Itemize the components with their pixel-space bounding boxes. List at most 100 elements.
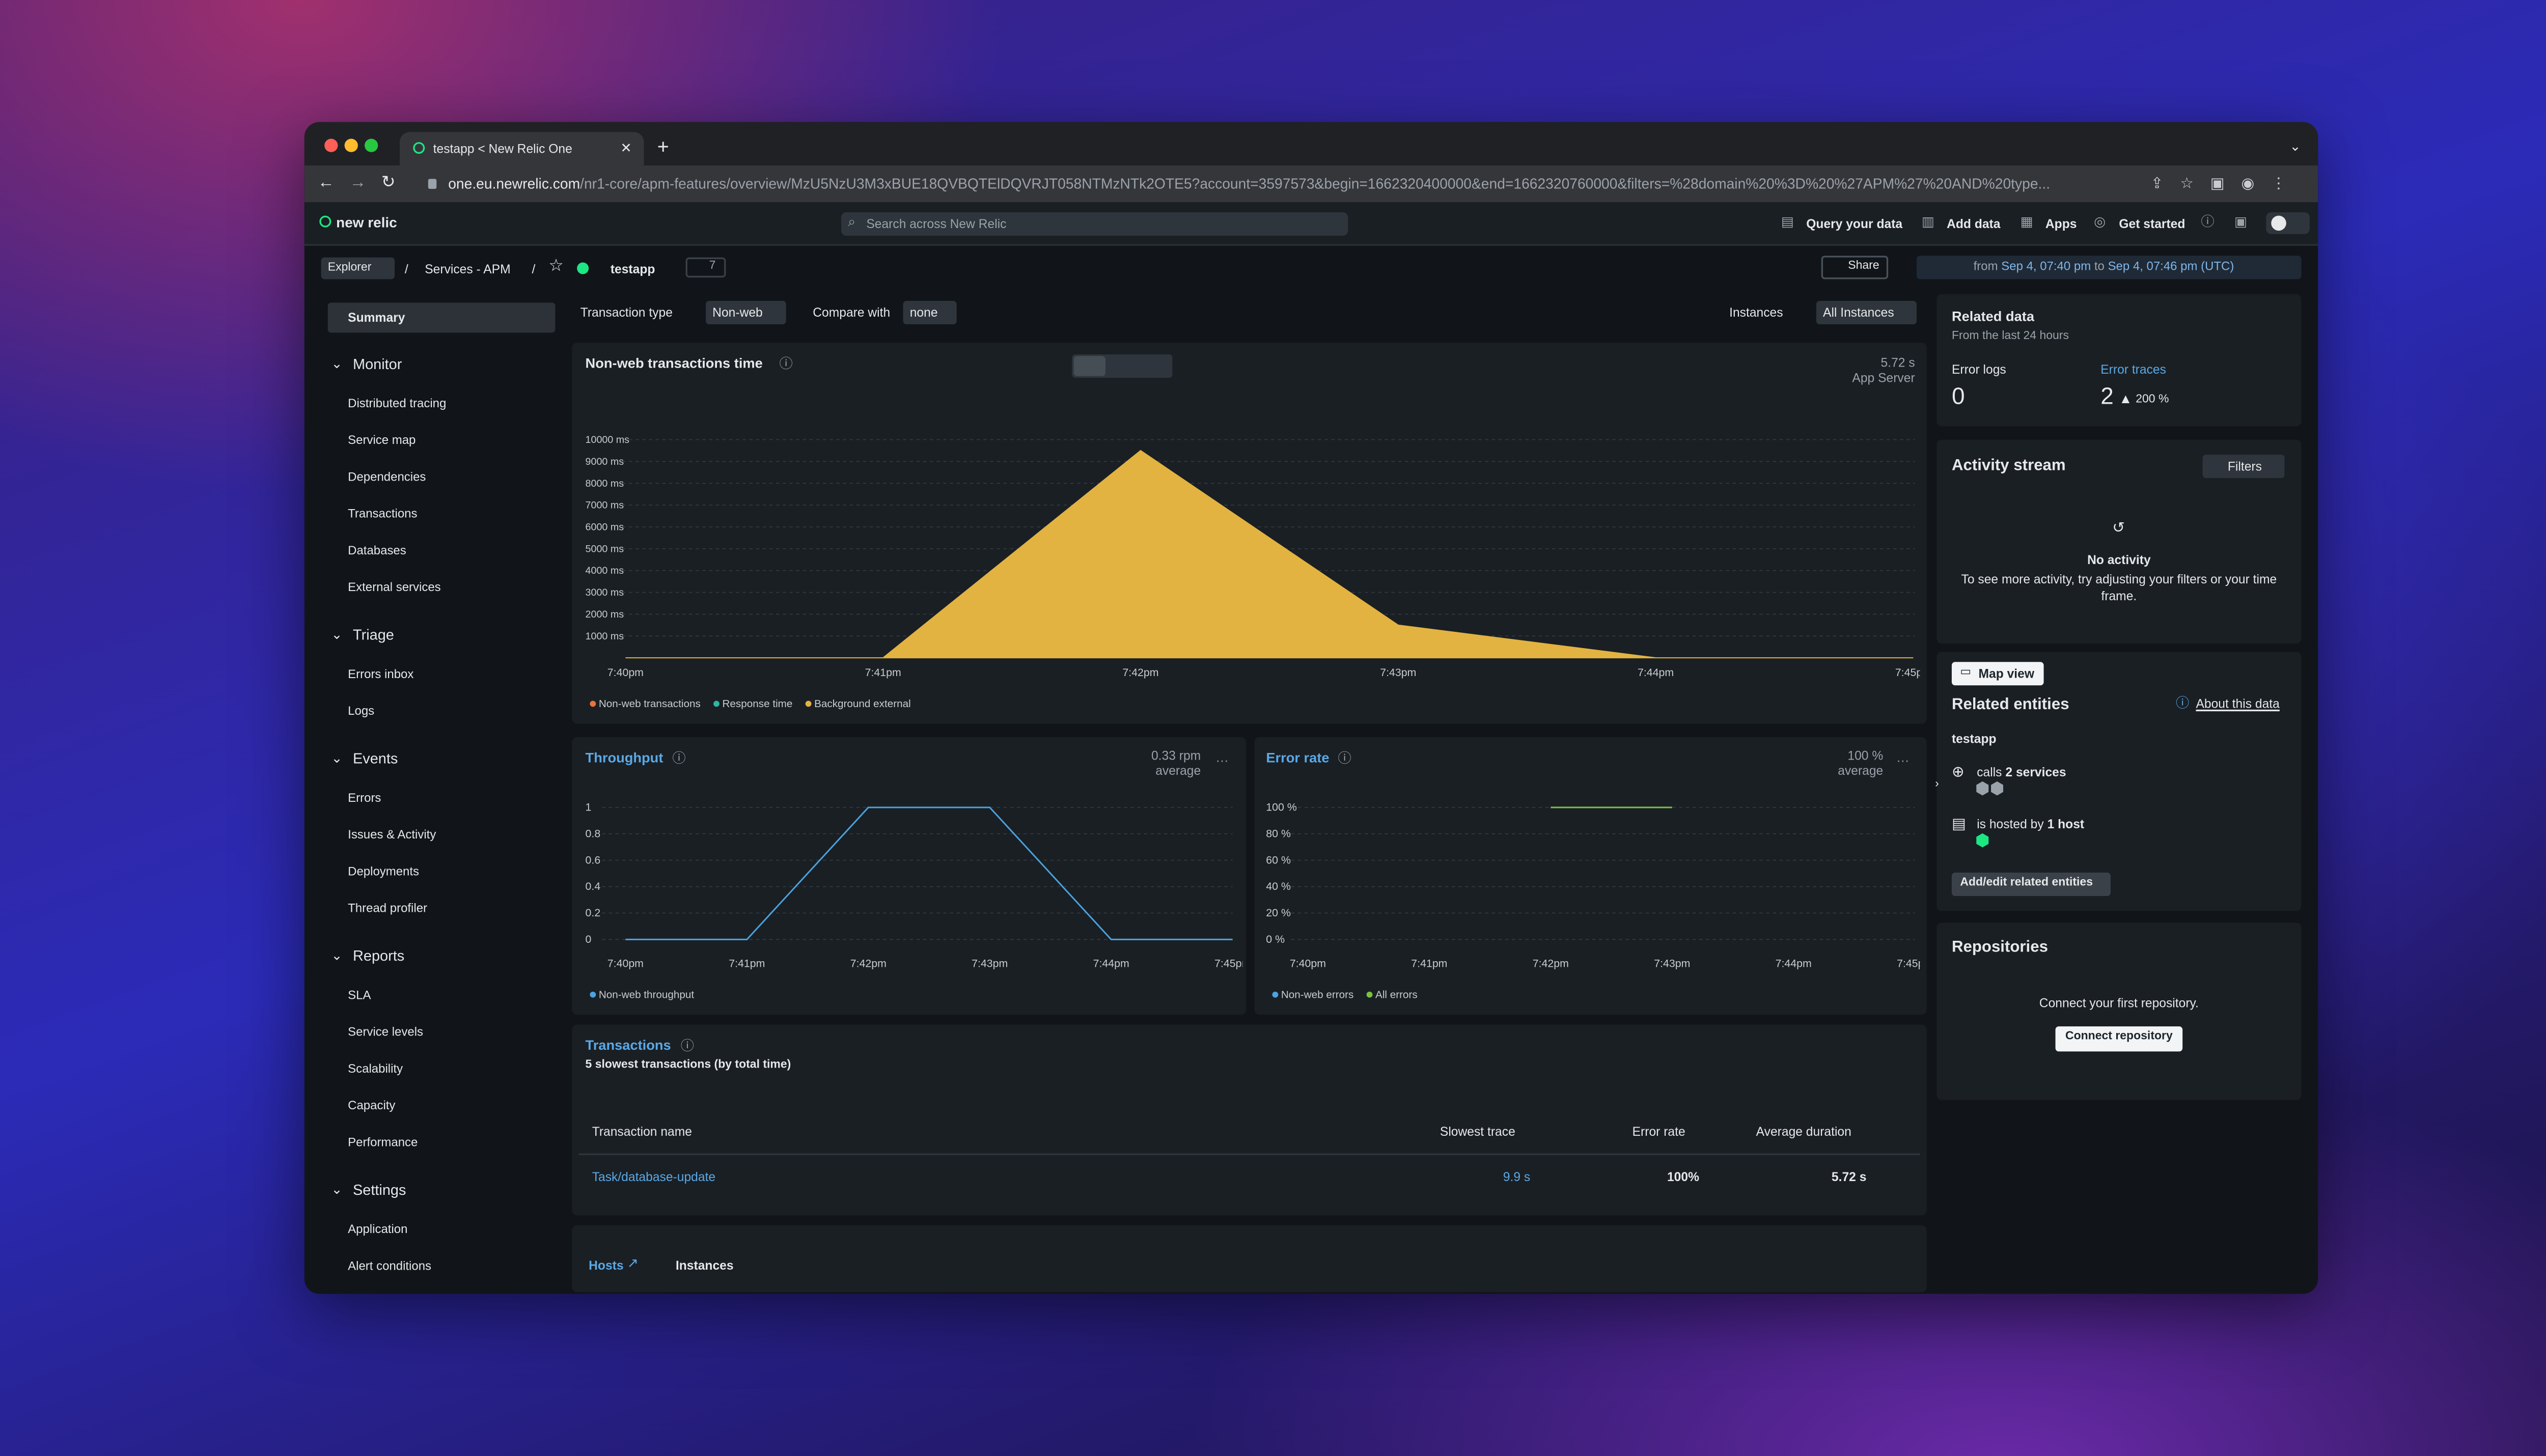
nav-item[interactable]: External services [348,579,441,595]
y-tick-label: 80 % [1266,827,1291,839]
instances-tab[interactable]: Instances [675,1257,734,1273]
info-icon[interactable]: ⓘ [680,1038,695,1054]
map-view-button[interactable] [1951,662,2044,686]
connect-button[interactable] [2055,1026,2183,1052]
nav-item[interactable]: Alert conditions [348,1258,432,1273]
more-menu[interactable]: ··· [1896,753,1910,768]
section-chevron[interactable]: ⌄ [331,948,343,964]
nav-item[interactable]: Errors [348,790,381,805]
search-box[interactable] [841,212,1348,236]
tab[interactable] [399,132,644,166]
add-data[interactable]: Add data [1947,216,2001,232]
transactions-title[interactable]: Transactions [585,1036,671,1053]
error-logs-count[interactable]: 0 [1951,382,1965,409]
nav-item[interactable]: Databases [348,542,406,558]
instances-select[interactable] [1816,301,1917,325]
chart-title[interactable]: Throughput [585,749,663,766]
chart-panel [1254,737,1927,1015]
calls[interactable]: calls 2 services [1977,765,2066,780]
transaction-name[interactable]: Task/database-update [592,1169,716,1185]
column-header[interactable]: Transaction name [592,1124,692,1139]
section-chevron[interactable]: ⌄ [331,750,343,766]
nav-item[interactable]: Issues & Activity [348,827,436,842]
minimize-window[interactable] [344,138,358,152]
legend-swatch [805,701,812,707]
nav-item[interactable]: Deployments [348,863,420,879]
reload[interactable]: ↻ [381,174,396,192]
maximize-window[interactable] [365,138,378,152]
favorite[interactable]: ☆ [548,257,564,276]
time-picker[interactable] [1916,256,2302,279]
more-menu[interactable]: ··· [1215,753,1229,768]
section-title[interactable]: Reports [353,947,405,964]
entity-name[interactable]: testapp [610,261,655,277]
nav-item[interactable]: Transactions [348,506,418,521]
section-title[interactable]: Triage [353,626,394,643]
url-path: /nr1-core/apm-features/overview/MzU5NzU3… [580,175,2051,192]
query-data[interactable]: Query your data [1806,216,1903,232]
tags-button[interactable] [685,257,726,278]
back[interactable]: ← [318,174,335,192]
nav-item[interactable]: Scalability [348,1060,403,1076]
logo[interactable]: new relic [336,213,397,231]
get-started[interactable]: Get started [2119,216,2185,232]
legend-label: Background external [814,698,911,710]
avatar-dot [2271,215,2286,231]
activity-title: Activity stream [1951,457,2066,475]
nav-item[interactable]: Dependencies [348,469,426,485]
compare-select[interactable] [903,301,957,325]
nav-item[interactable]: Application [348,1221,408,1237]
browser-icons[interactable]: ⇪☆▣◉⋮ [2150,175,2303,192]
forward[interactable]: → [349,174,367,192]
column-header[interactable]: Average duration [1756,1124,1851,1139]
transaction-type-select[interactable] [706,301,786,325]
error-traces-change: 200 % [2136,394,2169,406]
section-chevron[interactable]: ⌄ [331,1182,343,1197]
section-title[interactable]: Events [353,750,398,767]
nav-item[interactable]: Distributed tracing [348,395,447,411]
explorer-button[interactable] [321,257,395,279]
filters-button[interactable] [2202,455,2285,479]
hosted-by[interactable]: is hosted by 1 host [1977,817,2084,832]
url[interactable]: one.eu.newrelic.com/nr1-core/apm-feature… [448,175,2134,192]
collapse[interactable]: › [1935,778,1939,791]
nav-item[interactable]: Service levels [348,1024,424,1040]
section-chevron[interactable]: ⌄ [331,356,343,372]
external-link[interactable]: ↗ [627,1255,639,1271]
about-data[interactable]: About this data [2196,696,2280,712]
column-header[interactable]: Error rate [1632,1124,1685,1139]
slowest-trace[interactable]: 9.9 s [1503,1169,1531,1185]
help[interactable]: ⓘ [2201,214,2215,230]
apps[interactable]: Apps [2045,216,2077,232]
nav-item[interactable]: Service map [348,432,416,447]
info-icon[interactable]: ⓘ [1338,750,1351,766]
edit-entities-button[interactable] [1951,873,2111,896]
nav-item[interactable]: Thread profiler [348,900,428,916]
new-tab[interactable]: + [657,135,669,159]
error-traces-count[interactable]: 2 [2100,382,2114,409]
feedback[interactable]: ▣ [2234,214,2247,230]
close-window[interactable] [324,138,338,152]
nav-item[interactable]: Errors inbox [348,666,414,682]
nav-item[interactable]: Capacity [348,1098,396,1113]
chart-type-active[interactable] [1073,356,1106,376]
info-icon[interactable]: ⓘ [2176,695,2190,711]
nav-item[interactable]: SLA [348,987,371,1002]
nav-item[interactable]: Performance [348,1134,418,1150]
nav-item[interactable]: Logs [348,703,375,718]
hosts-tab[interactable]: Hosts [589,1257,624,1273]
section-chevron[interactable]: ⌄ [331,627,343,642]
error-traces-label[interactable]: Error traces [2100,361,2166,377]
host-status: ⬢ [1975,832,1990,851]
share-button[interactable] [1821,256,1889,279]
chart-title[interactable]: Error rate [1266,749,1330,766]
info-icon[interactable]: ⓘ [779,356,793,372]
tab-menu[interactable]: ⌄ [2289,139,2301,154]
section-title[interactable]: Monitor [353,355,402,373]
summary-item[interactable] [327,302,556,333]
tab-close[interactable]: ✕ [620,141,632,156]
breadcrumb-section[interactable]: Services - APM [425,261,511,277]
column-header[interactable]: Slowest trace [1440,1124,1515,1139]
info-icon[interactable]: ⓘ [672,750,686,766]
section-title[interactable]: Settings [353,1181,406,1198]
